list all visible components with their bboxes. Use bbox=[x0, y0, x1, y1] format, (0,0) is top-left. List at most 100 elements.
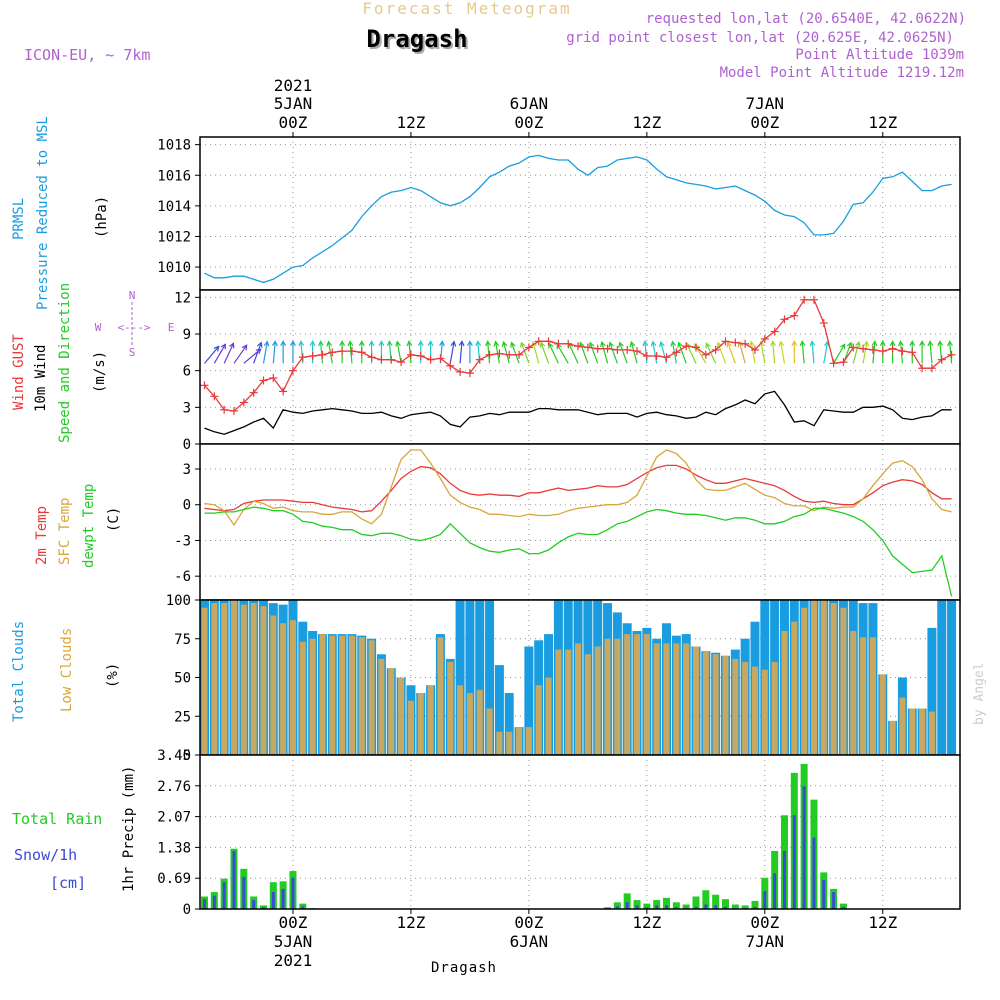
clouds-panel: 0 25 50 75 100 bbox=[166, 593, 961, 764]
low-cloud-bar bbox=[791, 621, 798, 755]
wind-arrow-head bbox=[659, 340, 665, 348]
y-tick-label: 12 bbox=[174, 290, 191, 306]
product-title: Forecast Meteogram bbox=[362, 0, 571, 18]
wind-arrow-shaft bbox=[540, 342, 550, 364]
wind-arrow-shaft bbox=[349, 341, 353, 364]
snow-bar bbox=[222, 882, 226, 909]
wind-gust-label: Wind GUST bbox=[11, 334, 27, 410]
low-cloud-bar bbox=[417, 693, 424, 755]
wind-arrow-head bbox=[241, 344, 248, 351]
low-cloud-bar bbox=[309, 638, 316, 755]
snow-bar bbox=[802, 786, 806, 909]
low-cloud-bar bbox=[919, 708, 926, 755]
snow-bar bbox=[792, 815, 796, 909]
series-line-sfc-temp bbox=[204, 449, 952, 527]
wind-arrow-head bbox=[840, 343, 846, 350]
temp-2m-label: 2m Temp bbox=[34, 506, 50, 565]
low-cloud-bar bbox=[525, 727, 532, 755]
wind-speed-dir-label: Speed and Direction bbox=[57, 283, 73, 443]
bottom-tick-hour: 00Z bbox=[514, 913, 543, 932]
y-tick-label: 0 bbox=[183, 748, 191, 764]
snow-bar bbox=[704, 904, 708, 909]
wind-arrow-shaft bbox=[319, 341, 324, 364]
y-tick-label: 3.45 bbox=[157, 748, 191, 764]
wind-arrow-head bbox=[493, 340, 500, 347]
wind-arrow-shaft bbox=[899, 341, 904, 364]
low-cloud-bar bbox=[260, 606, 267, 755]
wind-arrow-head bbox=[871, 340, 878, 347]
wind-arrow-head bbox=[257, 341, 263, 348]
clouds-unit-label: (%) bbox=[105, 663, 121, 688]
pressure-label-unit: (hPa) bbox=[94, 196, 110, 238]
total-cloud-bar bbox=[455, 600, 465, 755]
bottom-tick-date: 5JAN bbox=[274, 932, 313, 951]
total-cloud-bar bbox=[465, 600, 475, 755]
total-cloud-bar bbox=[947, 600, 957, 755]
bottom-tick-hour: 00Z bbox=[750, 913, 779, 932]
low-cloud-bar bbox=[683, 643, 690, 755]
y-tick-label: 0 bbox=[183, 437, 191, 453]
bottom-tick-date: 6JAN bbox=[510, 932, 549, 951]
bottom-tick-hour: 12Z bbox=[868, 913, 897, 932]
y-tick-label: 3 bbox=[183, 400, 191, 416]
panel-background bbox=[200, 755, 960, 909]
wind-arrow-shaft bbox=[852, 341, 860, 364]
rain-bar bbox=[643, 903, 651, 909]
low-cloud-bar bbox=[653, 643, 660, 755]
footer-location: Dragash bbox=[431, 960, 497, 976]
low-cloud-bar bbox=[447, 662, 454, 755]
snow-bar bbox=[665, 905, 669, 909]
wind-arrow-head bbox=[770, 340, 776, 347]
temp-sfc-label: SFC Temp bbox=[57, 498, 73, 565]
y-tick-label: 1.38 bbox=[157, 840, 191, 856]
low-cloud-bar bbox=[240, 604, 247, 755]
wind-arrow-head bbox=[588, 341, 595, 348]
wind-arrow-shaft bbox=[213, 343, 226, 364]
wind-arrow-shaft bbox=[801, 341, 805, 364]
low-cloud-bar bbox=[869, 637, 876, 755]
wind-arrow-head bbox=[846, 341, 853, 348]
wind-arrow-shaft bbox=[510, 342, 520, 364]
wind-arrow-shaft bbox=[609, 342, 618, 364]
snow-legend: Snow/1h bbox=[14, 846, 77, 864]
wind-arrow-head bbox=[450, 340, 457, 347]
low-cloud-bar bbox=[398, 677, 405, 755]
low-cloud-bar bbox=[280, 623, 287, 755]
wind-arrow-shaft bbox=[548, 343, 559, 364]
wind-arrow-shaft bbox=[233, 344, 248, 364]
snow-bar bbox=[261, 907, 265, 909]
panel-frame bbox=[199, 754, 961, 910]
wind-compass: N S W E <---> bbox=[95, 289, 175, 359]
wind-arrow-head bbox=[618, 341, 624, 348]
top-tick-hour: 12Z bbox=[632, 113, 661, 132]
wind-arrow-head bbox=[600, 340, 606, 348]
temp-unit-label: (C) bbox=[106, 507, 122, 532]
rain-bar bbox=[653, 900, 661, 909]
total-cloud-bar bbox=[927, 627, 937, 755]
low-cloud-bar bbox=[742, 662, 749, 755]
low-cloud-bar bbox=[840, 607, 847, 755]
wind-arrow-shaft bbox=[678, 342, 687, 364]
wind-arrow-head bbox=[889, 340, 896, 347]
snow-bar bbox=[212, 895, 216, 909]
rain-bar bbox=[839, 903, 847, 909]
y-tick-label: 1010 bbox=[157, 260, 191, 276]
wind-arrow-head bbox=[629, 340, 636, 348]
temp-dewpt-label: dewpt Temp bbox=[81, 484, 97, 568]
wind-arrow-head bbox=[271, 340, 278, 347]
y-tick-label: 0 bbox=[183, 902, 191, 918]
snow-bar bbox=[635, 905, 639, 909]
wind-arrow-shaft bbox=[253, 342, 262, 364]
wind-arrow-head bbox=[427, 340, 434, 347]
model-altitude: Model Point Altitude 1219.12m bbox=[720, 65, 964, 81]
total-cloud-bar bbox=[504, 693, 514, 755]
bottom-tick-hour: 12Z bbox=[632, 913, 661, 932]
wind-arrow-head bbox=[339, 340, 346, 347]
requested-coords: requested lon,lat (20.6540E, 42.0622N) bbox=[646, 11, 966, 27]
low-cloud-bar bbox=[624, 634, 631, 755]
precip-panel: 0 0.69 1.38 2.07 2.76 3.45 bbox=[157, 748, 961, 918]
grid-point-coords: grid point closest lon,lat (20.625E, 42.… bbox=[566, 30, 954, 46]
panel-background bbox=[200, 137, 960, 290]
